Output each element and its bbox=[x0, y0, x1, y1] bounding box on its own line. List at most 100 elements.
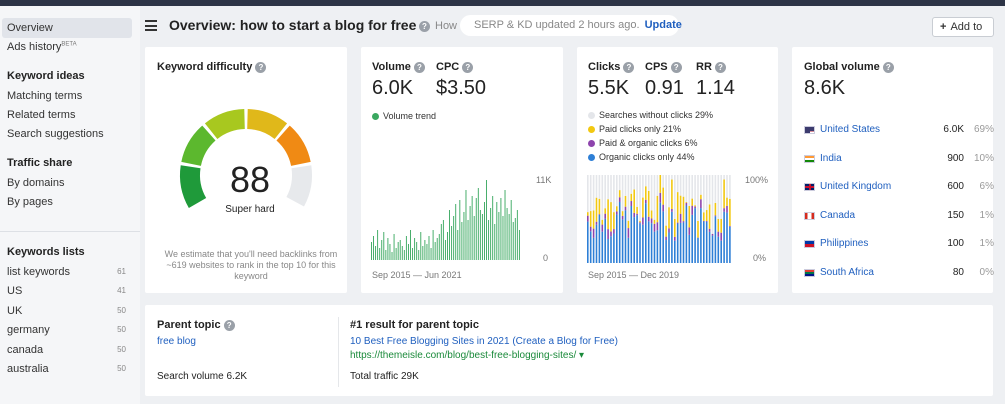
rr-value: 1.14 bbox=[696, 77, 735, 99]
clicks-bar-segment bbox=[627, 175, 630, 221]
sidebar-item-by-pages[interactable]: By pages bbox=[7, 196, 53, 208]
clicks-bar-segment bbox=[650, 175, 653, 211]
clicks-bar-segment bbox=[729, 225, 731, 227]
clicks-bar-segment bbox=[674, 236, 676, 241]
legend-dot bbox=[588, 112, 595, 119]
help-icon[interactable]: ? bbox=[882, 62, 894, 73]
clicks-bar-segment bbox=[708, 228, 711, 232]
how-link[interactable]: How bbox=[435, 20, 458, 32]
volume-bar bbox=[428, 236, 430, 260]
clicks-bar-segment bbox=[676, 175, 679, 193]
country-name[interactable]: United States bbox=[820, 124, 881, 135]
sidebar-item-label: Ads history bbox=[7, 41, 62, 53]
clicks-bar-segment bbox=[642, 175, 644, 198]
top-result-url[interactable]: https://themeisle.com/blog/best-free-blo… bbox=[350, 350, 585, 361]
clicks-bar-segment bbox=[729, 175, 731, 199]
clicks-bar-segment bbox=[656, 222, 659, 231]
add-to-label: Add to bbox=[950, 21, 983, 33]
gauge-segment bbox=[181, 125, 216, 166]
clicks-bar-segment bbox=[674, 218, 676, 237]
country-name[interactable]: United Kingdom bbox=[820, 181, 892, 192]
sidebar-item-overview[interactable]: Overview bbox=[2, 18, 132, 38]
volume-bar bbox=[467, 220, 469, 260]
keyword-list-item[interactable]: canada bbox=[7, 344, 44, 356]
clicks-bar-segment bbox=[662, 187, 664, 205]
country-row[interactable]: South Africa 80 0% bbox=[804, 267, 996, 281]
clicks-bar-segment bbox=[647, 190, 650, 217]
help-icon[interactable]: ? bbox=[670, 62, 682, 73]
volume-bar bbox=[475, 198, 477, 260]
legend-dot bbox=[372, 113, 379, 120]
clicks-bar-segment bbox=[700, 175, 702, 195]
country-row[interactable]: Canada 150 1% bbox=[804, 210, 996, 224]
clicks-card: Clicks ? CPS ? RR ? 5.5K 0.91 1.14 Searc… bbox=[577, 47, 778, 293]
cps-label: CPS ? bbox=[645, 61, 682, 73]
clicks-bar-segment bbox=[624, 210, 627, 263]
keyword-list-count: 50 bbox=[117, 345, 126, 354]
keyword-list-item[interactable]: UK bbox=[7, 305, 23, 317]
serp-status-text: SERP & KD updated 2 hours ago. bbox=[474, 19, 640, 31]
help-icon[interactable]: ? bbox=[413, 62, 425, 73]
volume-bar bbox=[492, 196, 494, 260]
keyword-list-item[interactable]: australia bbox=[7, 363, 49, 375]
clicks-bar-segment bbox=[645, 186, 647, 200]
help-icon[interactable]: ? bbox=[623, 62, 635, 73]
volume-bar bbox=[416, 242, 418, 260]
update-button[interactable]: Update bbox=[644, 19, 682, 31]
sidebar-item-related-terms[interactable]: Related terms bbox=[7, 109, 76, 121]
help-icon[interactable]: ? bbox=[255, 62, 267, 73]
sidebar-item-matching-terms[interactable]: Matching terms bbox=[7, 90, 83, 102]
country-name[interactable]: South Africa bbox=[820, 267, 874, 278]
help-icon[interactable]: ? bbox=[714, 62, 726, 73]
page-title: Overview: how to start a blog for free bbox=[169, 17, 417, 33]
country-row[interactable]: India 900 10% bbox=[804, 153, 996, 167]
keyword-list-item[interactable]: germany bbox=[7, 324, 50, 336]
volume-bar bbox=[459, 200, 461, 260]
clicks-bar-segment bbox=[723, 179, 725, 209]
clicks-bar-segment bbox=[726, 212, 728, 263]
clicks-bar-segment bbox=[639, 222, 641, 224]
clicks-bar-segment bbox=[613, 212, 615, 230]
legend-dot bbox=[588, 154, 595, 161]
country-row[interactable]: United States 6.0K 69% bbox=[804, 124, 996, 138]
help-icon[interactable]: ? bbox=[462, 62, 474, 73]
country-row[interactable]: United Kingdom 600 6% bbox=[804, 181, 996, 195]
clicks-bar-segment bbox=[720, 218, 722, 233]
country-name[interactable]: Canada bbox=[820, 210, 856, 221]
philippines-flag-icon bbox=[804, 240, 815, 248]
country-volume: 600 bbox=[947, 181, 964, 192]
add-to-button[interactable]: + Add to bbox=[932, 17, 994, 37]
clicks-bar-segment bbox=[659, 175, 662, 193]
country-name[interactable]: Philippines bbox=[820, 238, 869, 249]
clicks-bar-segment bbox=[633, 175, 635, 190]
clicks-bar-segment bbox=[610, 236, 612, 263]
country-row[interactable]: Philippines 100 1% bbox=[804, 238, 996, 252]
clicks-bar-segment bbox=[604, 218, 606, 263]
clicks-bar-segment bbox=[633, 217, 635, 263]
hamburger-menu-icon[interactable] bbox=[145, 20, 157, 31]
parent-topic-link[interactable]: free blog bbox=[157, 336, 196, 347]
dropdown-caret-icon[interactable]: ▾ bbox=[579, 350, 585, 361]
sidebar-item-by-domains[interactable]: By domains bbox=[7, 177, 65, 189]
country-name[interactable]: India bbox=[820, 153, 842, 164]
volume-bar bbox=[442, 220, 444, 260]
clicks-bar-segment bbox=[639, 220, 641, 223]
help-icon[interactable]: ? bbox=[419, 21, 430, 32]
keyword-list-item[interactable]: US bbox=[7, 285, 23, 297]
clicks-bar-segment bbox=[714, 175, 717, 203]
clicks-bar-segment bbox=[613, 175, 615, 213]
clicks-bar-segment bbox=[668, 207, 670, 229]
volume-bar bbox=[401, 246, 403, 260]
volume-bar bbox=[434, 242, 436, 260]
help-icon[interactable]: ? bbox=[223, 320, 235, 331]
clicks-bar-segment bbox=[618, 197, 621, 202]
top-result-title-link[interactable]: 10 Best Free Blogging Sites in 2021 (Cre… bbox=[350, 336, 618, 347]
sidebar-item-search-suggestions[interactable]: Search suggestions bbox=[7, 128, 104, 140]
clicks-bar-segment bbox=[708, 204, 711, 229]
keyword-list-item[interactable]: list keywords bbox=[7, 266, 70, 278]
volume-bar bbox=[486, 180, 487, 260]
sidebar-item-ads-history[interactable]: Ads historyBETA bbox=[7, 41, 77, 53]
clicks-bar-segment bbox=[711, 233, 714, 236]
gauge-segment bbox=[276, 125, 311, 166]
country-volume: 150 bbox=[947, 210, 964, 221]
